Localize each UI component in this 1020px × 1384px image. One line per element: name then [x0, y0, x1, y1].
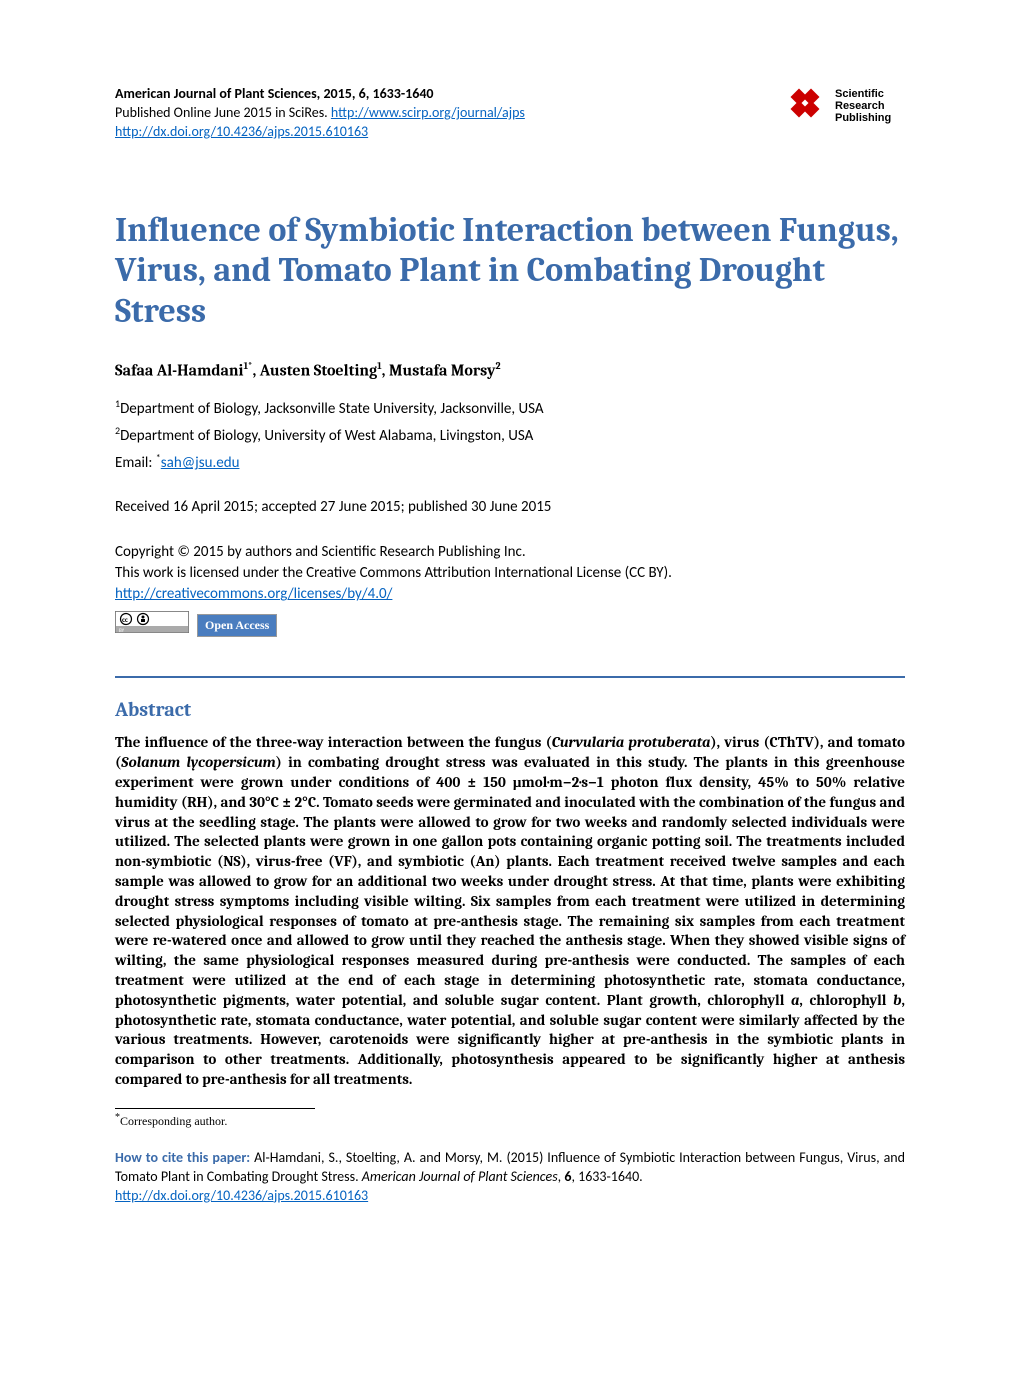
license-url-link[interactable]: http://creativecommons.org/licenses/by/4… [115, 585, 392, 603]
abstract-body: The influence of the three-way interacti… [115, 733, 905, 1089]
published-line: Published Online June 2015 in SciRes. ht… [115, 104, 525, 123]
citation-box: How to cite this paper: Al-Hamdani, S., … [115, 1149, 905, 1206]
aff1-text: Department of Biology, Jacksonville Stat… [120, 400, 544, 418]
affiliation-1: 1Department of Biology, Jacksonville Sta… [115, 397, 905, 420]
logo-text-2: Research [835, 100, 885, 112]
abs-i2: Solanum lycopersicum [121, 753, 276, 771]
journal-url-link[interactable]: http://www.scirp.org/journal/ajps [331, 104, 525, 121]
doi-line: http://dx.doi.org/10.4236/ajps.2015.6101… [115, 123, 525, 142]
journal-info: American Journal of Plant Sciences, 2015… [115, 85, 525, 104]
header: American Journal of Plant Sciences, 2015… [115, 85, 905, 142]
abs-p4: , chlorophyll [799, 991, 893, 1009]
author-list: Safaa Al-Hamdani1*, Austen Stoelting1, M… [115, 360, 905, 379]
footnote-divider [115, 1108, 315, 1109]
header-text-block: American Journal of Plant Sciences, 2015… [115, 85, 525, 142]
cc-badge-icon: cc BY [115, 611, 189, 640]
citation-doi-link[interactable]: http://dx.doi.org/10.4236/ajps.2015.6101… [115, 1187, 368, 1204]
logo-text-3: Publishing [835, 112, 891, 124]
email-link[interactable]: sah@jsu.edu [161, 454, 240, 472]
copyright-line-2: This work is licensed under the Creative… [115, 563, 905, 584]
corresponding-footnote: *Corresponding author. [115, 1112, 905, 1129]
email-prefix: Email: [115, 454, 156, 472]
doi-link[interactable]: http://dx.doi.org/10.4236/ajps.2015.6101… [115, 123, 368, 140]
publisher-logo: Scientific Research Publishing [777, 83, 905, 125]
affiliation-2: 2Department of Biology, University of We… [115, 424, 905, 447]
section-divider [115, 676, 905, 678]
srp-logo-icon: Scientific Research Publishing [777, 83, 905, 125]
copyright-line-1: Copyright © 2015 by authors and Scientif… [115, 542, 905, 563]
svg-text:BY: BY [119, 628, 125, 633]
cite-label: How to cite this paper: [115, 1149, 254, 1166]
email-line: Email: *sah@jsu.edu [115, 451, 905, 472]
cite-p3: , 1633-1640. [571, 1168, 642, 1185]
cite-journal: American Journal of Plant Sciences [362, 1168, 558, 1185]
open-access-badge: Open Access [197, 614, 277, 637]
license-badges: cc BY Open Access [115, 611, 905, 640]
abs-p1: The influence of the three-way interacti… [115, 733, 552, 751]
svg-text:cc: cc [122, 615, 128, 624]
logo-text-1: Scientific [835, 88, 884, 100]
article-title: Influence of Symbiotic Interaction betwe… [115, 210, 905, 332]
published-prefix: Published Online June 2015 in SciRes. [115, 104, 331, 121]
article-dates: Received 16 April 2015; accepted 27 June… [115, 498, 905, 516]
copyright-block: Copyright © 2015 by authors and Scientif… [115, 542, 905, 640]
abs-i1: Curvularia protuberata [552, 733, 711, 751]
abstract-heading: Abstract [115, 698, 905, 721]
abs-p3: ) in combating drought stress was evalua… [115, 753, 905, 1009]
aff2-text: Department of Biology, University of Wes… [120, 427, 533, 445]
abs-i4: b [893, 991, 901, 1009]
footnote-text: Corresponding author. [120, 1114, 227, 1128]
